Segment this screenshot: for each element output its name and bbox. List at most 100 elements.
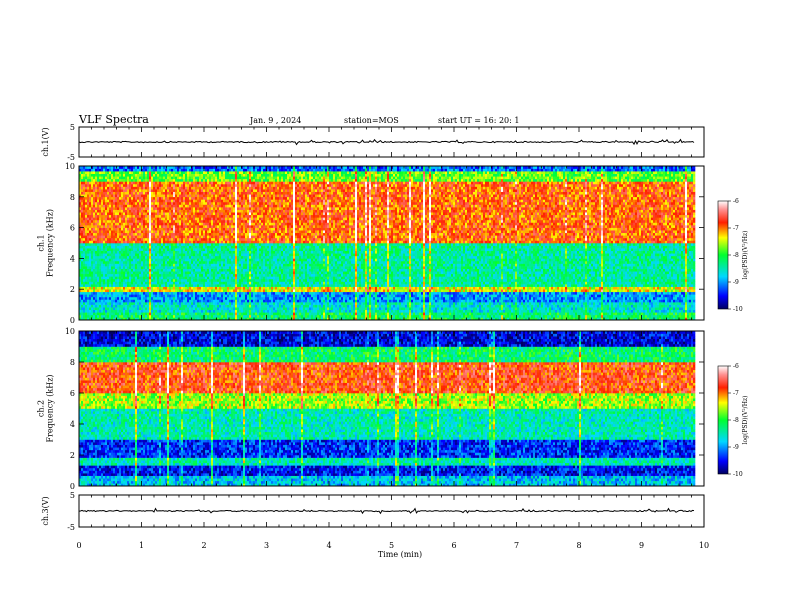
ch1-spectrogram-cell — [127, 314, 130, 318]
ch1-spectrogram-cell — [135, 266, 138, 269]
ch1-spectrogram-cell — [215, 291, 218, 295]
ch1-spectrogram-cell — [115, 212, 118, 216]
ch1-spectrogram-cell — [213, 312, 216, 316]
ch1-spectrogram-cell — [129, 289, 132, 293]
ch1-spectrogram-cell — [185, 168, 188, 172]
ch1-spectrogram-cell — [91, 225, 94, 228]
ch1-spectrogram-cell — [111, 191, 114, 195]
ch1-spectrogram-cell — [165, 307, 168, 311]
ch1-spectrogram-cell — [85, 178, 88, 182]
ch1-spectrogram-cell — [217, 171, 220, 174]
ch1-spectrogram-cell — [209, 225, 212, 228]
ch1-spectrogram-cell — [189, 173, 192, 177]
ch1-spectrogram-cell — [83, 217, 86, 221]
ch1-spectrogram-cell — [105, 219, 108, 223]
ch1-spectrogram-cell — [155, 314, 158, 318]
ch1-spectrogram-cell — [137, 255, 140, 259]
ch1-spectrogram-cell — [147, 258, 150, 262]
ch1-spectrogram-cell — [125, 314, 128, 318]
ch1-spectrogram-cell — [137, 199, 140, 203]
ch1-spectrogram-cell — [177, 268, 180, 272]
ch1-spectrogram-cell — [213, 304, 216, 308]
ch1-spectrogram-cell — [233, 176, 236, 180]
ch1-spectrogram-cell — [217, 225, 220, 228]
ch1-spectrogram-cell — [217, 281, 220, 285]
ch1-spectrogram-cell — [161, 191, 164, 195]
ch1-spectrogram-cell — [83, 273, 86, 277]
ch1-spectrogram-cell — [233, 204, 236, 208]
ch1-spectrogram-cell — [229, 209, 232, 213]
ch1-spectrogram-cell — [99, 178, 102, 182]
ch1-spectrogram-cell — [211, 166, 214, 169]
ch1-spectrogram-cell — [199, 173, 202, 177]
ch1-spectrogram-cell — [85, 237, 88, 241]
ch1-spectrogram-cell — [203, 230, 206, 234]
ch1-spectrogram-cell — [163, 186, 166, 190]
ch1-spectrogram-cell — [147, 276, 150, 280]
ch1-spectrogram-cell — [239, 296, 242, 300]
ch1-spectrogram-cell — [151, 201, 154, 205]
ch1-spectrogram-cell — [139, 302, 142, 305]
ch1-spectrogram-cell — [95, 309, 98, 313]
ch1-spectrogram-cell — [177, 176, 180, 180]
ch1-spectrogram-cell — [233, 276, 236, 280]
ch1-spectrogram-cell — [139, 289, 142, 293]
ch1-spectrogram-cell — [151, 245, 154, 249]
ch1-spectrogram-cell — [109, 255, 112, 259]
ch1-spectrogram-cell — [237, 199, 240, 203]
ch1-spectrogram-cell — [219, 317, 222, 321]
ch1-spectrogram-cell — [101, 183, 104, 187]
ch1-spectrogram-cell — [135, 278, 138, 282]
ch1-spectrogram-cell — [125, 178, 128, 182]
ch1-spectrogram-cell — [193, 196, 196, 200]
ch1-spectrogram-cell — [115, 266, 118, 269]
ch1-spectrogram-cell — [79, 299, 82, 303]
ch1-spectrogram-cell — [177, 255, 180, 259]
ch1-spectrogram-cell — [97, 204, 100, 208]
ch1-spectrogram-cell — [87, 291, 90, 295]
ch1-spectrogram-cell — [153, 196, 156, 200]
ch1-spectrogram-cell — [81, 178, 84, 182]
ch1-spectrogram-cell — [211, 307, 214, 311]
ch1-spectrogram-cell — [121, 222, 124, 226]
ch1-spectrogram-cell — [227, 248, 230, 251]
ch1-spectrogram-cell — [219, 181, 222, 185]
ch1-spectrogram-cell — [239, 258, 242, 262]
ch1-spectrogram-cell — [151, 258, 154, 262]
ch1-spectrogram-cell — [163, 281, 166, 285]
ch1-spectrogram-cell — [189, 217, 192, 221]
ch1-spectrogram-cell — [205, 204, 208, 208]
ch1-spectrogram-cell — [229, 291, 232, 295]
ch1-spectrogram-cell — [93, 230, 96, 234]
ch1-spectrogram-cell — [81, 309, 84, 313]
ch1-spectrogram-cell — [145, 209, 148, 213]
ch1-spectrogram-cell — [139, 230, 142, 234]
ch1-spectrogram-cell — [151, 263, 154, 267]
ch1-spectrogram-cell — [167, 284, 170, 287]
ch1-spectrogram-cell — [123, 171, 126, 174]
ch1-spectrogram-cell — [193, 294, 196, 298]
ch1-spectrogram-cell — [89, 219, 92, 223]
ch1-spectrogram-cell — [129, 194, 132, 198]
ch1-spectrogram-cell — [97, 222, 100, 226]
ch1-spectrogram-cell — [205, 276, 208, 280]
ch1-spectrogram-cell — [101, 248, 104, 251]
ch1-spectrogram-cell — [149, 284, 152, 287]
ch1-spectrogram-cell — [227, 273, 230, 277]
ch1-spectrogram-cell — [97, 304, 100, 308]
ch1-spectrogram-cell — [207, 207, 210, 210]
ch1-spectrogram-cell — [191, 230, 194, 234]
ch1-spectrogram-cell — [109, 273, 112, 277]
ch1-spectrogram-cell — [145, 314, 148, 318]
ch1-spectrogram-cell — [167, 237, 170, 241]
ch1-spectrogram-cell — [125, 253, 128, 257]
ch1-spectrogram-cell — [193, 284, 196, 287]
ch1-spectrogram-cell — [135, 176, 138, 180]
ch1-spectrogram-cell — [117, 214, 120, 218]
ch1-spectrogram-cell — [231, 173, 234, 177]
ch1-spectrogram-cell — [183, 235, 186, 239]
ch1-spectrogram-cell — [173, 232, 176, 236]
ch1-spectrogram-cell — [207, 304, 210, 308]
ch1-spectrogram-cell — [97, 314, 100, 318]
ch1-spectrogram-cell — [221, 232, 224, 236]
